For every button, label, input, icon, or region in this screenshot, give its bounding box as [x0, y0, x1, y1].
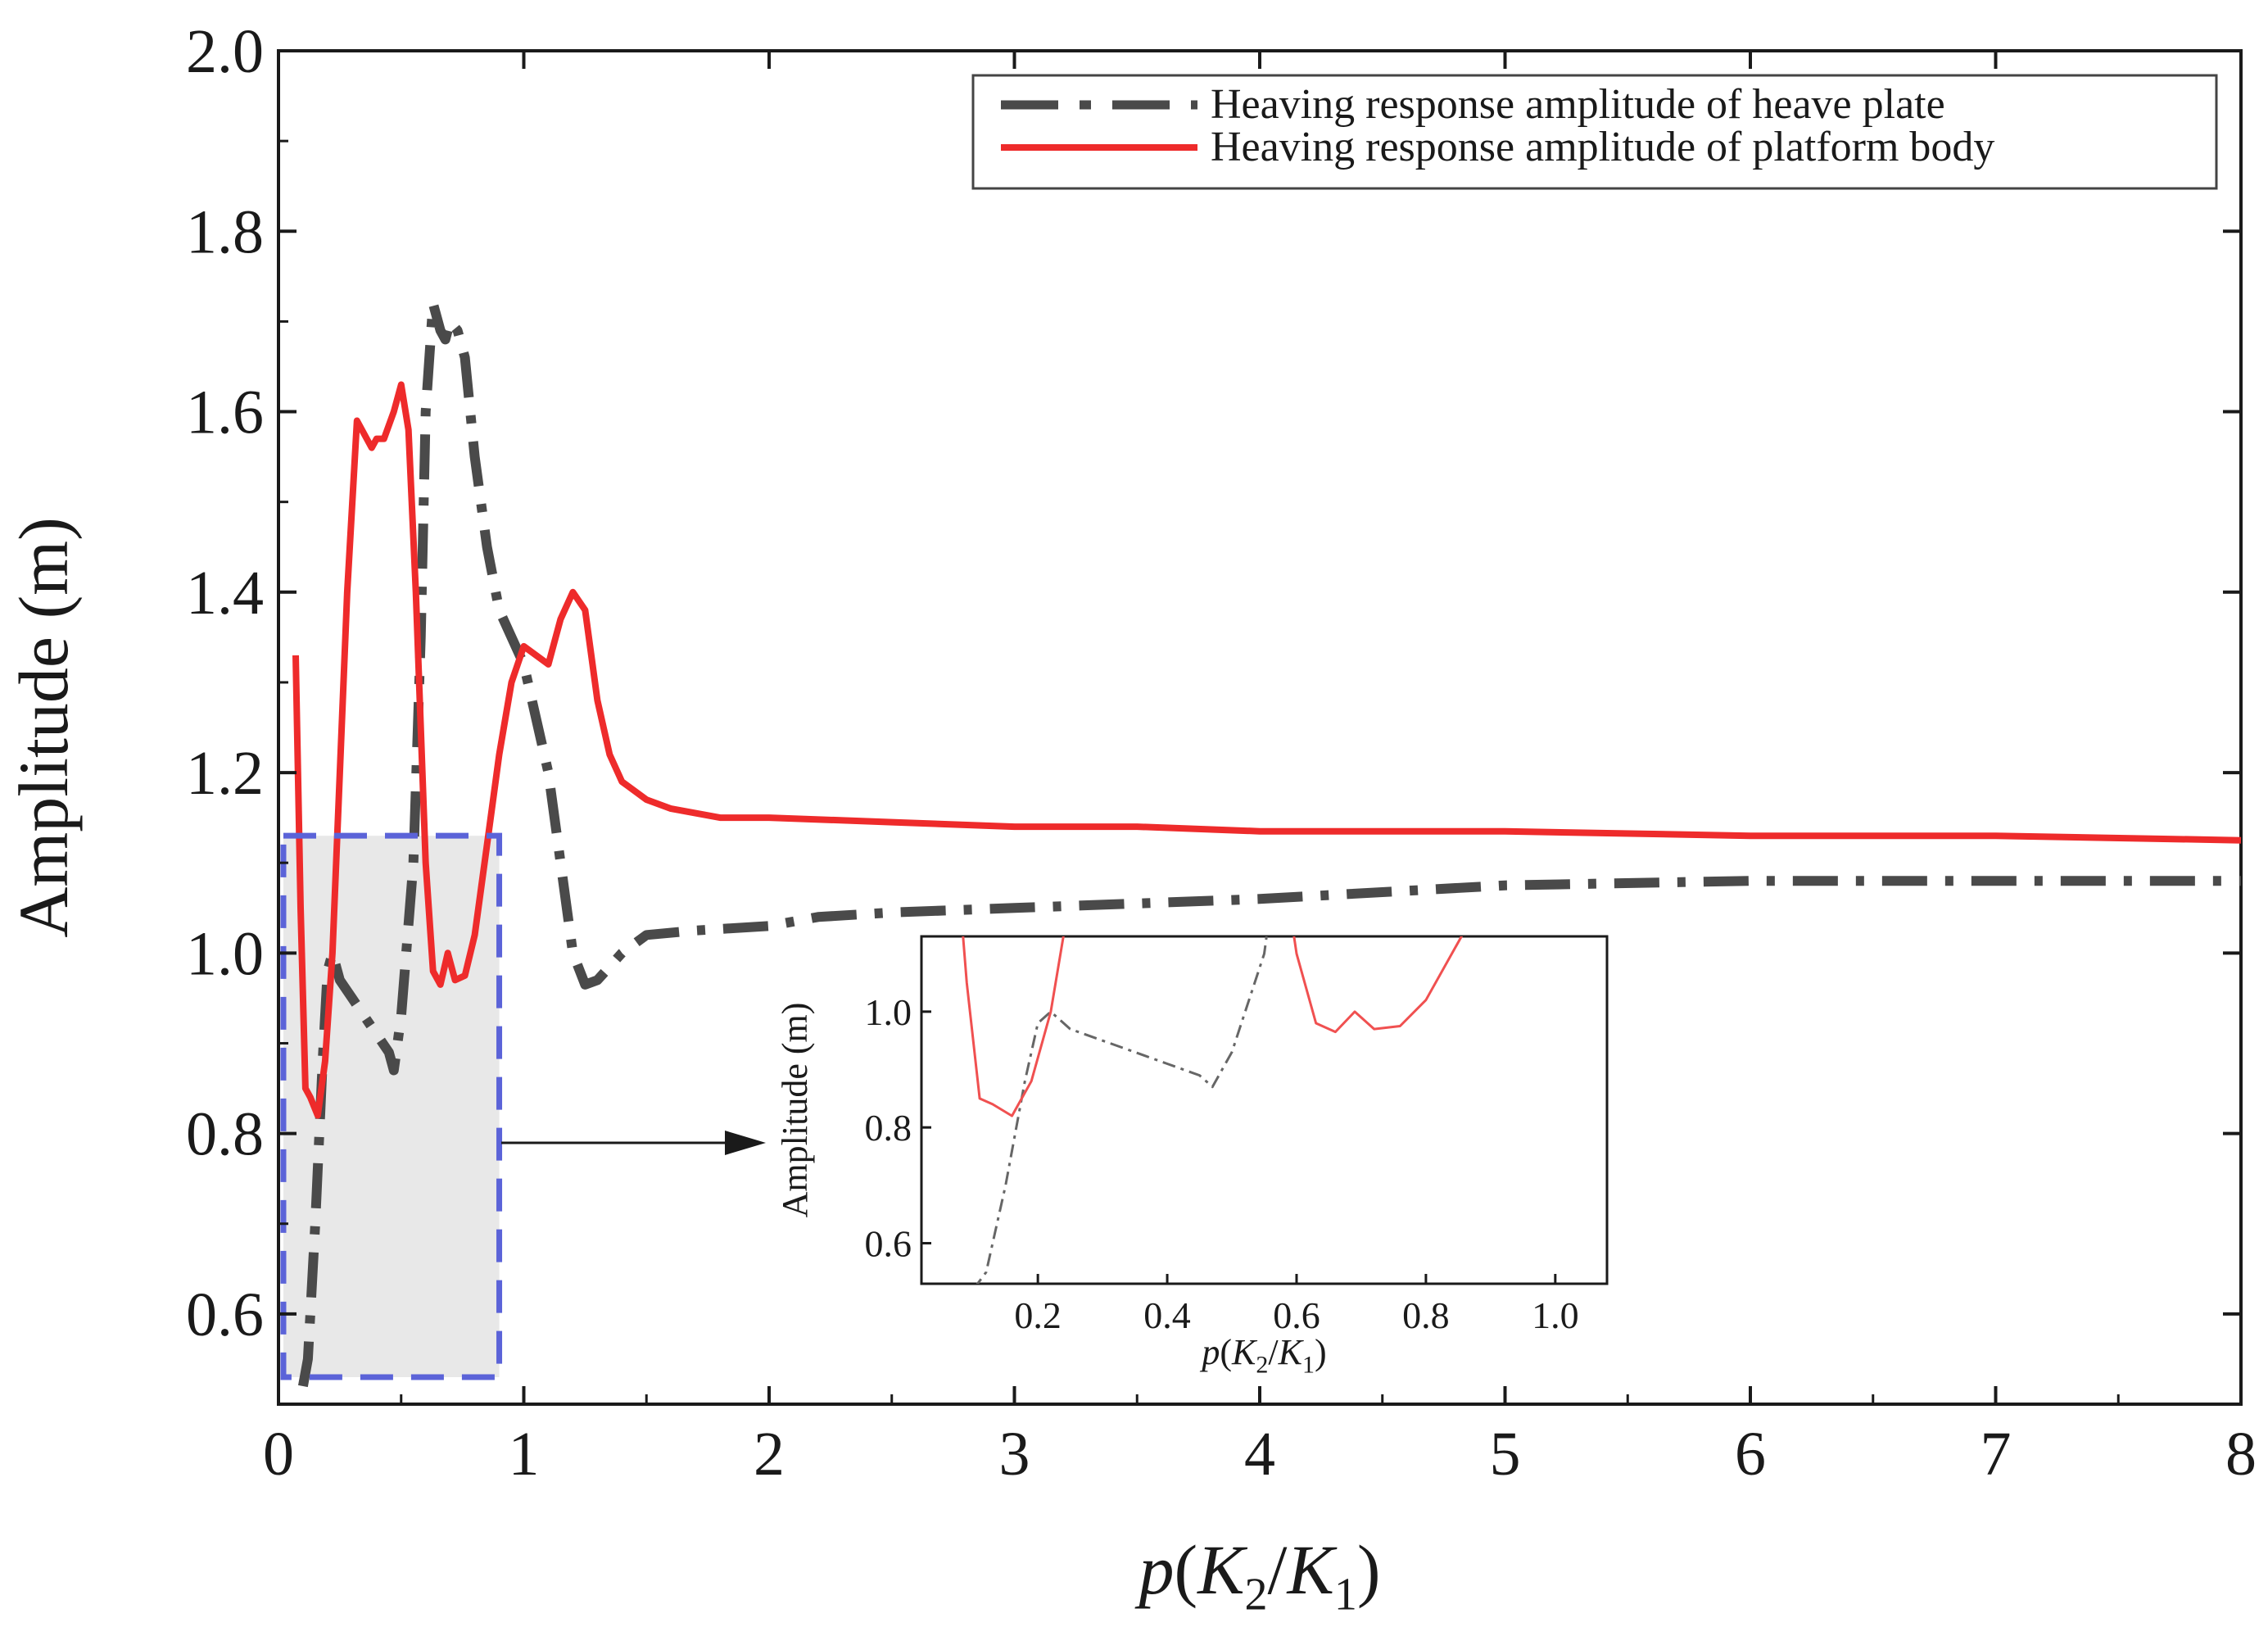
y-tick-label: 1.4	[186, 559, 264, 628]
inset-y-tick-label: 0.8	[865, 1107, 912, 1149]
series-group	[280, 298, 2242, 1388]
x-tick-label: 0	[263, 1420, 294, 1489]
inset-series-group	[962, 936, 1464, 1284]
series-line-heave-plate	[297, 298, 2241, 1388]
x-tick-label: 2	[754, 1420, 785, 1489]
y-tick-label: 1.0	[186, 919, 264, 988]
axes-group: 0 1 2 3 4 5 6 7 8 0.6 0.8 1.0 1.2 1.4 1.6 1.8 2.0	[186, 17, 2257, 1489]
inset-series-line-heave-plate	[976, 936, 1268, 1284]
x-tick-label: 5	[1490, 1420, 1521, 1489]
x-tick-label: 8	[2225, 1420, 2257, 1489]
inset-series-line-platform-body	[962, 936, 1464, 1117]
y-tick-label: 0.8	[186, 1100, 264, 1169]
x-tick-label: 4	[1244, 1420, 1275, 1489]
zoom-region-outline	[280, 832, 503, 1380]
legend: Heaving response amplitude of heave plat…	[971, 74, 2218, 190]
legend-label-heave-plate: Heaving response amplitude of heave plat…	[1211, 81, 1945, 128]
zoom-arrow	[501, 1131, 766, 1155]
y-tick-label: 2.0	[186, 17, 264, 86]
y-tick-label: 1.8	[186, 197, 264, 266]
inset-chart: 0.2 0.4 0.6 0.8 1.0 0.6 0.8 1.0 p(K2/K1) Amplit…	[775, 935, 1609, 1379]
inset-x-tick-label: 1.0	[1532, 1294, 1579, 1336]
inset-axes-group: 0.2 0.4 0.6 0.8 1.0 0.6 0.8 1.0	[865, 991, 1579, 1336]
x-axis-title: p(K2/K1)	[1134, 1530, 1381, 1620]
y-tick-label: 1.6	[186, 378, 264, 447]
x-tick-label: 6	[1735, 1420, 1766, 1489]
x-tick-label: 1	[509, 1420, 540, 1489]
x-tick-label: 7	[1981, 1420, 2012, 1489]
inset-y-tick-label: 0.6	[865, 1223, 912, 1265]
y-tick-label: 0.6	[186, 1280, 264, 1349]
inset-y-axis-title: Amplitude (m)	[775, 1003, 815, 1218]
inset-x-tick-label: 0.8	[1402, 1294, 1450, 1336]
x-tick-label: 3	[999, 1420, 1030, 1489]
legend-label-platform-body: Heaving response amplitude of platform b…	[1211, 124, 1994, 170]
series-line-platform-body	[292, 381, 2242, 1119]
y-axis-title: Amplitude (m)	[4, 517, 83, 938]
y-tick-label: 1.2	[186, 739, 264, 808]
inset-x-tick-label: 0.2	[1014, 1294, 1062, 1336]
legend-frame	[971, 74, 2218, 190]
inset-frame	[920, 935, 1609, 1285]
inset-x-tick-label: 0.6	[1273, 1294, 1320, 1336]
inset-x-axis-title: p(K2/K1)	[1199, 1332, 1326, 1379]
inset-x-tick-label: 0.4	[1143, 1294, 1191, 1336]
inset-y-tick-label: 1.0	[865, 991, 912, 1033]
